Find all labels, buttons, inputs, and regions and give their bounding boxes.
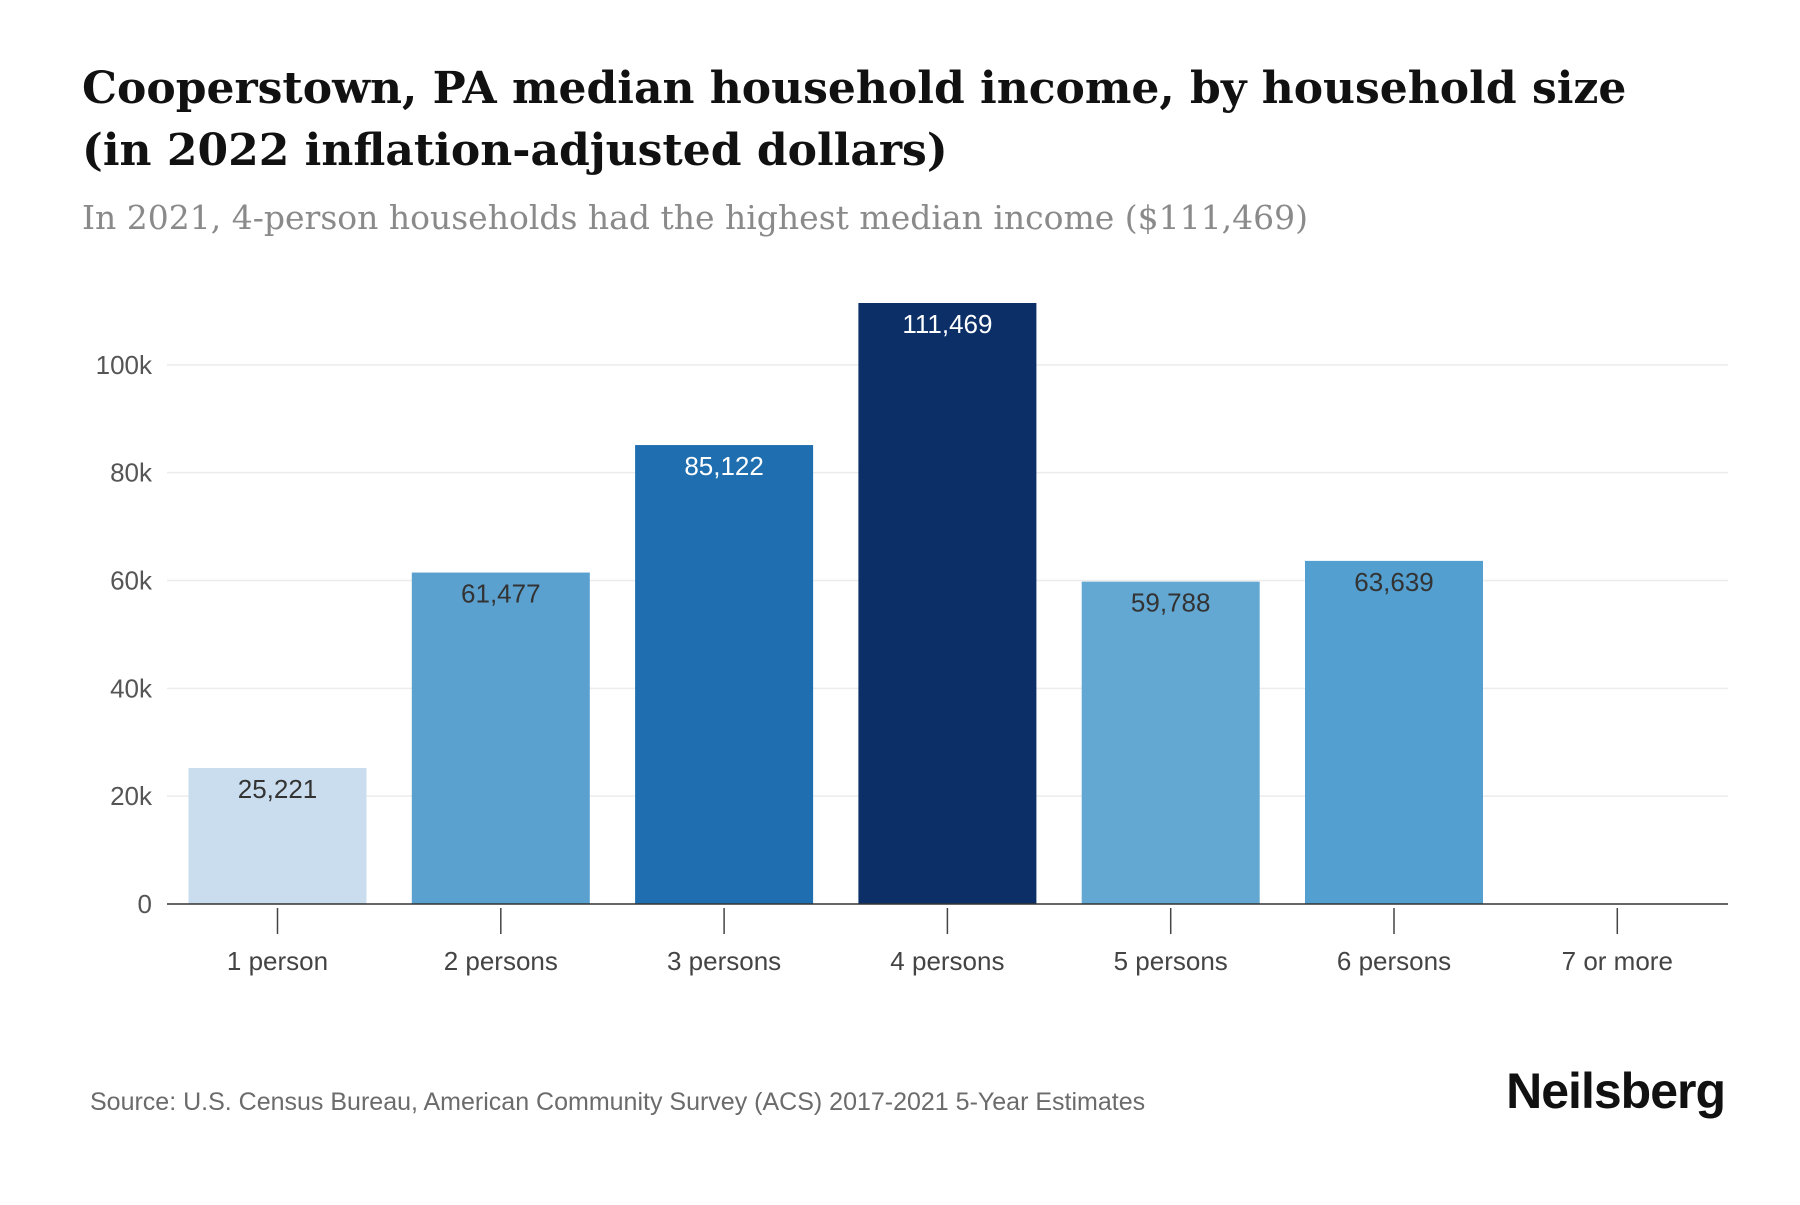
- data-label: 63,639: [1354, 567, 1434, 597]
- bar: [1081, 581, 1260, 904]
- chart-subtitle: In 2021, 4-person households had the hig…: [82, 198, 1308, 237]
- x-tick-label: 6 persons: [1337, 946, 1451, 976]
- bar: [1305, 560, 1483, 904]
- neilsberg-logo: Neilsberg: [1506, 1063, 1726, 1119]
- data-label: 59,788: [1131, 588, 1211, 618]
- y-tick-label: 40k: [110, 673, 153, 703]
- data-label: 85,122: [684, 451, 764, 481]
- x-tick-label: 1 person: [227, 946, 328, 976]
- data-label: 111,469: [902, 309, 992, 339]
- source-note: Source: U.S. Census Bureau, American Com…: [90, 1088, 1146, 1116]
- bar: [411, 572, 590, 904]
- y-tick-label: 60k: [110, 566, 153, 596]
- bar: [188, 768, 367, 904]
- y-tick-label: 20k: [110, 781, 153, 811]
- y-tick-label: 0: [138, 889, 152, 919]
- x-tick-label: 4 persons: [890, 946, 1004, 976]
- y-tick-label: 100k: [96, 350, 153, 380]
- bar: [635, 445, 814, 904]
- x-tick-label: 2 persons: [444, 946, 558, 976]
- x-tick-label: 5 persons: [1114, 946, 1228, 976]
- x-tick-label: 3 persons: [667, 946, 781, 976]
- y-tick-label: 80k: [110, 458, 153, 488]
- data-label: 25,221: [238, 774, 318, 804]
- bar: [858, 303, 1037, 904]
- chart-title: Cooperstown, PA median household income,…: [82, 63, 1627, 176]
- x-tick-label: 7 or more: [1562, 946, 1673, 976]
- data-label: 61,477: [461, 579, 541, 609]
